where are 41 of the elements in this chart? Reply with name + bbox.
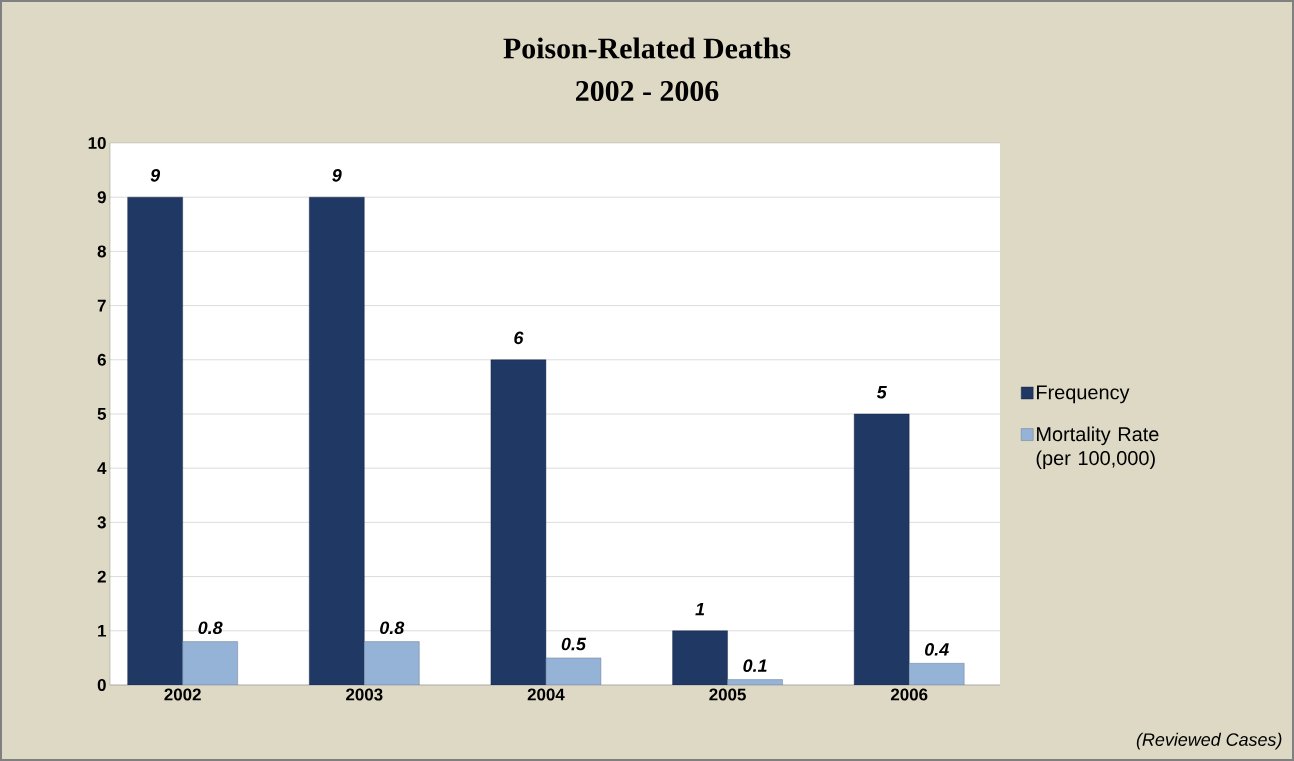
x-tick-label: 2006 bbox=[890, 688, 928, 701]
legend-label: Mortality Rate (per 100,000) bbox=[1036, 426, 1159, 470]
y-tick-label: 6 bbox=[97, 353, 106, 366]
y-tick-label: 1 bbox=[98, 624, 107, 637]
data-label: 0.8 bbox=[198, 621, 223, 635]
legend-label: Frequency bbox=[1037, 385, 1130, 404]
data-label: 0.5 bbox=[561, 637, 587, 651]
bar bbox=[545, 657, 602, 685]
data-label: 9 bbox=[332, 168, 342, 182]
y-tick-label: 4 bbox=[97, 462, 107, 475]
bar bbox=[364, 641, 420, 685]
bar bbox=[853, 413, 910, 685]
y-tick-label: 0 bbox=[97, 678, 106, 691]
y-tick-label: 9 bbox=[97, 191, 106, 204]
data-label: 5 bbox=[876, 385, 887, 399]
data-label: 0.4 bbox=[924, 643, 949, 656]
chart-title: Poison-Related Deaths bbox=[503, 37, 791, 59]
bar bbox=[309, 196, 365, 685]
y-tick-label: 10 bbox=[88, 136, 106, 149]
text: (Reviewed Cases) bbox=[1136, 732, 1282, 750]
data-label: 0.1 bbox=[743, 659, 767, 673]
y-tick-label: 7 bbox=[97, 299, 106, 312]
y-tick-label: 8 bbox=[97, 245, 106, 258]
y-tick-label: 3 bbox=[97, 516, 106, 529]
data-label: 9 bbox=[150, 168, 161, 182]
bar bbox=[672, 630, 728, 685]
data-label: 1 bbox=[695, 602, 705, 616]
x-tick-label: 2004 bbox=[527, 688, 565, 701]
x-tick-label: 2002 bbox=[164, 688, 201, 701]
y-tick-label: 5 bbox=[97, 408, 107, 420]
data-label: 0.8 bbox=[380, 621, 405, 635]
data-label: 6 bbox=[514, 331, 524, 345]
x-tick-label: 2005 bbox=[709, 688, 746, 701]
y-tick-label: 2 bbox=[97, 570, 106, 583]
bar bbox=[909, 663, 965, 685]
chart-subtitle: 2002 - 2006 bbox=[576, 80, 719, 102]
bar bbox=[182, 641, 238, 685]
x-tick-label: 2003 bbox=[346, 688, 383, 701]
bar bbox=[727, 679, 783, 685]
bar bbox=[490, 359, 547, 685]
bar bbox=[127, 196, 183, 685]
